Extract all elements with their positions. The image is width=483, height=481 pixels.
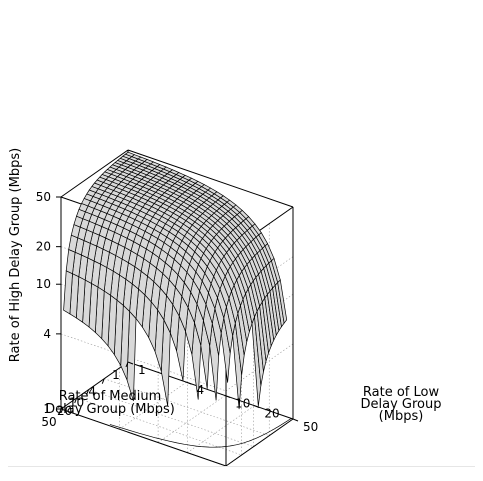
x-tick-label: 1 [112,368,120,382]
grid-line [88,389,254,447]
x-tick-label: 20 [57,404,72,418]
surface [63,151,292,448]
grid-line [187,405,255,453]
box-edge [127,361,294,420]
x-tick [58,408,62,415]
y-tick [127,361,134,365]
x-tick [74,397,78,404]
y-tick [292,418,299,422]
box-edge [127,149,294,208]
y-tick [254,405,260,409]
y-tick [224,395,231,399]
surface-cell [124,151,135,157]
x-tick-label: 50 [41,415,56,429]
box-edge [60,361,129,410]
z-tick-label: 4 [43,327,51,341]
y-axis-label: (Mbps) [379,409,424,424]
y-tick-label: 20 [264,407,279,421]
grid-line [60,333,227,392]
z-tick-label: 50 [36,190,51,204]
z-tick-label: 20 [36,240,51,254]
box-edge [60,149,129,198]
y-tick-label: 4 [196,383,204,397]
z-tick-label: 1 [43,402,51,416]
y-axis-label: Rate of Low [363,385,440,400]
y-tick [186,381,192,385]
surface-boundary [109,418,292,448]
x-tick-label: 4 [88,385,96,399]
box-edge [225,418,294,467]
grid-line [76,397,242,456]
y-tick-label: 1 [138,363,146,377]
z-axis-label: Rate of High Delay Group (Mbps) [8,148,23,362]
box-edge [60,408,227,467]
y-tick-label: 10 [235,397,250,411]
z-tick-label: 10 [36,277,51,291]
x-tick-label: 10 [69,396,84,410]
x-tick [101,378,105,384]
bottom-divider [8,466,475,467]
x-tick [86,389,90,395]
y-tick-label: 50 [303,420,318,434]
x-axis-label: Rate of Medium [59,389,162,404]
y-axis-label: Delay Group [361,397,442,412]
x-tick [125,361,129,368]
x-axis-label: Delay Group (Mbps) [45,402,175,417]
